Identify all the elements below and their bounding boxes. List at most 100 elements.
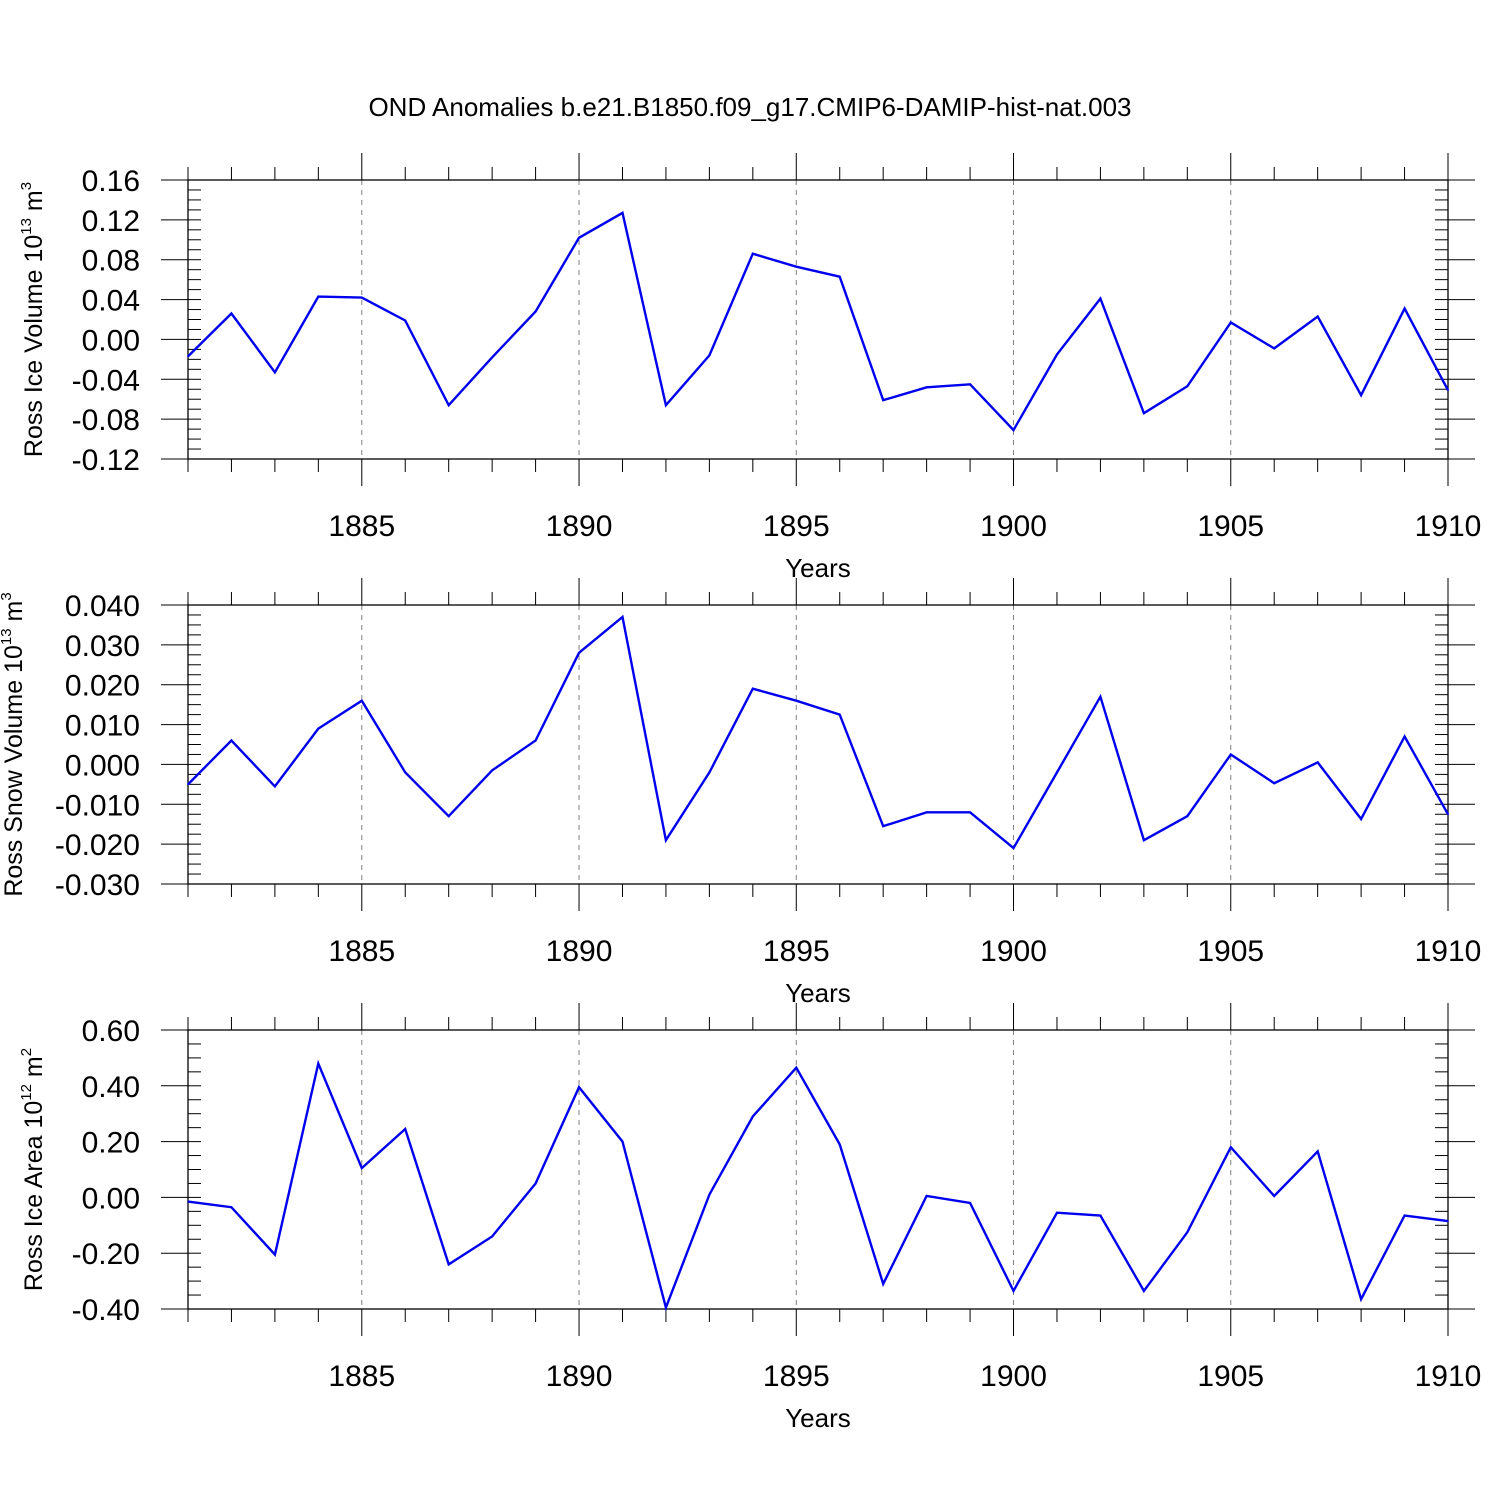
- data-point-1907: [1316, 1150, 1319, 1153]
- y-tick-label: 0.08: [82, 245, 140, 278]
- data-point-1898: [925, 386, 928, 389]
- y-tick-label: 0.04: [82, 285, 140, 318]
- y-tick-label: 0.20: [82, 1127, 140, 1160]
- panel-3: -0.40 -0.20 0.00 0.20 0.40 0.60 1885 1890 1895 19…: [18, 1003, 1481, 1433]
- data-point-1904: [1186, 815, 1189, 818]
- data-point-1902: [1099, 1214, 1102, 1217]
- y-tick-label: -0.020: [55, 829, 140, 862]
- data-point-1909: [1403, 307, 1406, 310]
- y-tick-label: -0.04: [72, 364, 140, 397]
- data-point-1897: [882, 825, 884, 828]
- data-point-1884: [317, 1062, 320, 1065]
- data-point-1905: [1229, 753, 1232, 756]
- data-point-1893: [708, 771, 711, 774]
- data-point-1899: [969, 1202, 971, 1204]
- data-point-1886: [404, 319, 407, 322]
- data-point-1905: [1229, 1146, 1232, 1148]
- data-point-1906: [1273, 782, 1276, 784]
- y-tick-label: 0.010: [65, 710, 140, 743]
- y-tick-label: -0.08: [72, 404, 140, 437]
- data-point-1897: [882, 399, 884, 402]
- series-line: [187, 614, 1450, 850]
- data-point-1885: [360, 296, 363, 299]
- x-axis-label: Years: [785, 553, 851, 583]
- x-tick-label: 1905: [1197, 510, 1264, 543]
- y-axis-label-exponent: 13: [18, 218, 35, 235]
- data-point-1886: [404, 771, 407, 774]
- y-axis-label-unit: m: [0, 601, 28, 629]
- x-tick-label: 1890: [546, 510, 613, 543]
- y-tick-label: 0.60: [82, 1015, 140, 1048]
- data-point-1882: [230, 739, 233, 742]
- data-point-1895: [795, 265, 798, 268]
- y-tick-label: 0.00: [82, 1182, 140, 1215]
- y-axis-label-unit-exponent: 3: [18, 182, 35, 190]
- x-tick-label: 1900: [980, 1360, 1047, 1393]
- data-point-1893: [708, 354, 711, 357]
- data-point-1909: [1403, 735, 1406, 738]
- data-point-1899: [969, 811, 971, 814]
- data-point-1890: [578, 652, 580, 654]
- x-axis-label: Years: [785, 978, 851, 1008]
- data-point-1882: [230, 1206, 233, 1208]
- data-point-1908: [1360, 394, 1362, 397]
- y-tick-label: -0.030: [55, 869, 140, 902]
- x-tick-label: 1885: [328, 510, 395, 543]
- series-line: [187, 1059, 1449, 1312]
- data-point-1886: [404, 1128, 407, 1130]
- y-axis-label-exponent: 13: [0, 628, 15, 645]
- y-tick-label: 0.00: [82, 324, 140, 357]
- data-point-1896: [838, 1143, 841, 1146]
- y-tick-label: 0.030: [65, 630, 140, 663]
- data-point-1901: [1056, 353, 1058, 356]
- x-axis-label: Years: [785, 1403, 851, 1433]
- data-point-1910: [1447, 813, 1449, 816]
- y-axis-label: Ross Ice Area 1012 m2: [18, 1048, 48, 1291]
- plot-frame: [187, 1029, 1449, 1310]
- data-point-1909: [1403, 1214, 1406, 1217]
- data-point-1892: [665, 839, 667, 841]
- data-point-1906: [1273, 1195, 1276, 1197]
- y-tick-label: 0.000: [65, 749, 140, 782]
- data-point-1902: [1099, 297, 1102, 300]
- data-point-1891: [621, 1140, 624, 1143]
- y-tick-label: -0.12: [72, 444, 140, 477]
- data-point-1889: [534, 310, 537, 313]
- data-point-1885: [360, 1167, 363, 1169]
- data-point-1887: [447, 404, 450, 406]
- data-point-1888: [491, 356, 493, 359]
- x-tick-label: 1885: [328, 1360, 395, 1393]
- data-point-1882: [230, 312, 233, 315]
- data-point-1893: [708, 1193, 711, 1196]
- y-tick-label: -0.010: [55, 789, 140, 822]
- data-point-1901: [1056, 771, 1058, 774]
- data-point-1908: [1360, 1298, 1362, 1301]
- data-point-1888: [491, 1235, 493, 1238]
- y-tick-label: 0.020: [65, 670, 140, 703]
- x-tick-label: 1905: [1197, 935, 1264, 968]
- data-point-1908: [1360, 818, 1362, 820]
- data-point-1904: [1186, 1231, 1189, 1234]
- y-axis-label-unit-exponent: 2: [18, 1048, 35, 1056]
- x-tick-label: 1900: [980, 935, 1047, 968]
- data-point-1881: [187, 783, 189, 786]
- data-point-1896: [838, 713, 841, 716]
- data-point-1894: [752, 1115, 754, 1118]
- plot-frame: [187, 604, 1449, 885]
- x-tick-label: 1905: [1197, 1360, 1264, 1393]
- x-tick-label: 1895: [763, 1360, 830, 1393]
- data-point-1891: [621, 616, 624, 618]
- data-point-1903: [1143, 412, 1145, 414]
- x-tick-label: 1885: [328, 935, 395, 968]
- data-point-1889: [534, 1182, 537, 1185]
- data-point-1884: [317, 295, 320, 298]
- panels: -0.12 -0.08 -0.04 0.00 0.04 0.08 0.12 0.16 1885 1…: [0, 153, 1481, 1433]
- y-tick-label: 0.12: [82, 205, 140, 238]
- x-tick-label: 1895: [763, 510, 830, 543]
- y-axis-label-text: Ross Ice Area 10: [20, 1101, 48, 1291]
- data-point-1890: [578, 236, 580, 239]
- data-point-1901: [1056, 1211, 1058, 1214]
- plot-frame: [187, 179, 1449, 460]
